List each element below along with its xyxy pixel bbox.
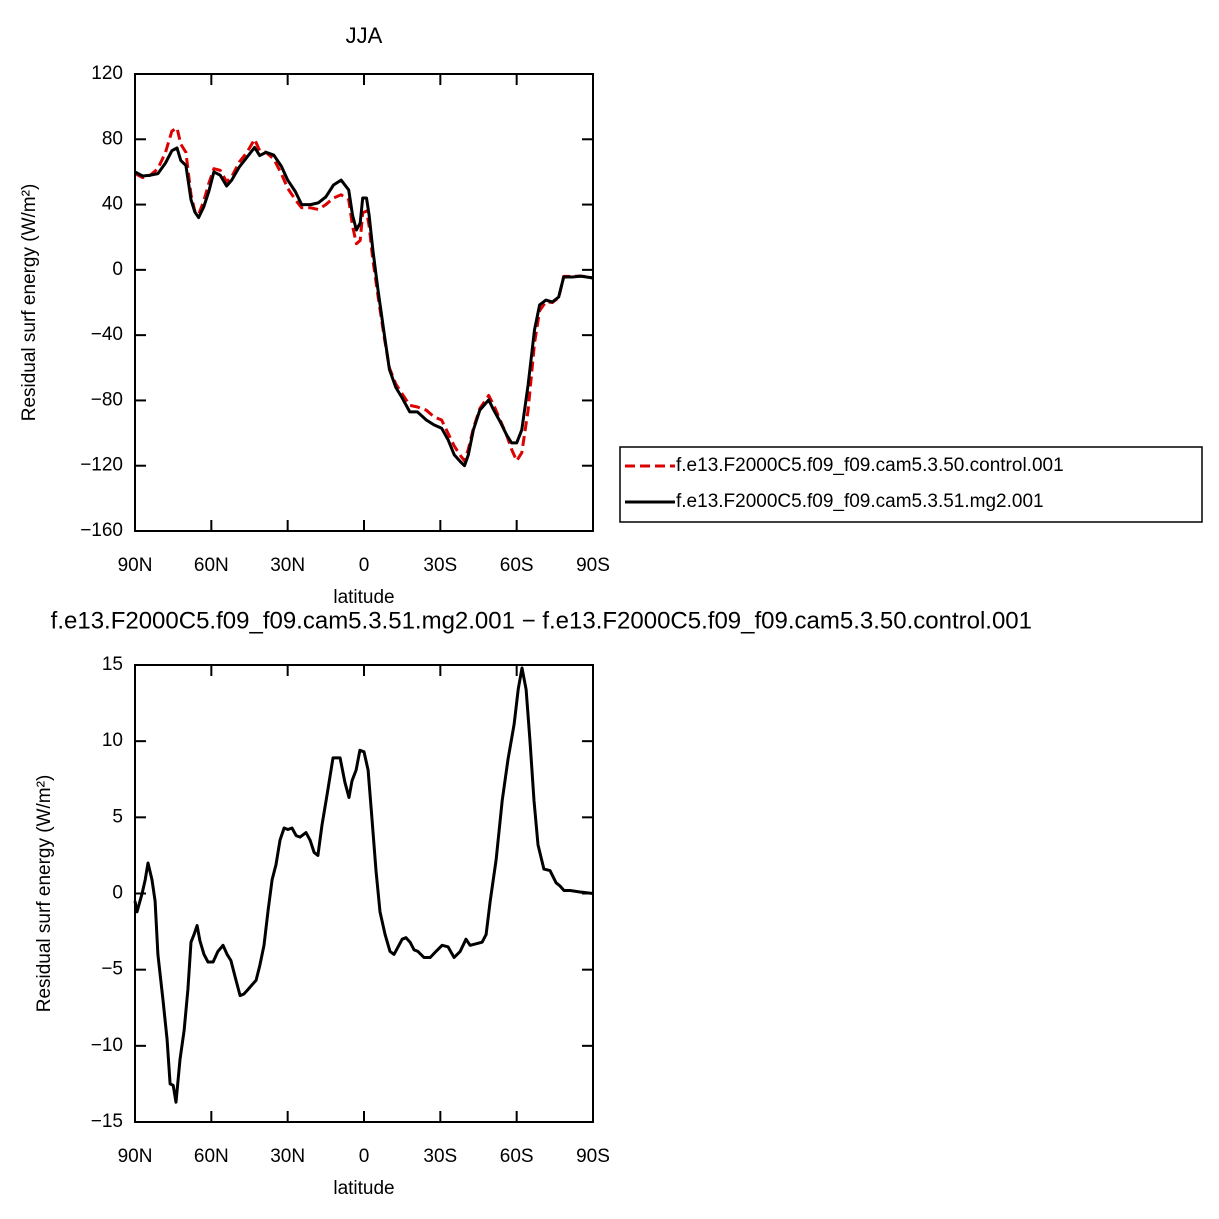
x-axis-label: latitude [333,587,394,608]
y-tick-label: 120 [91,63,123,84]
x-tick-label: 60N [194,555,229,576]
x-tick-label: 60S [500,555,534,576]
data-line [134,145,594,468]
x-tick-label: 60S [500,1146,534,1167]
data-line [133,666,594,1104]
y-tick-label: 80 [102,128,123,149]
y-tick-label: −10 [91,1035,123,1056]
y-tick-label: −160 [80,520,123,541]
y-tick-label: −120 [80,455,123,476]
x-axis-label: latitude [333,1178,394,1199]
legend-box [619,446,1203,523]
data-line [134,126,594,463]
x-tick-label: 90S [576,555,610,576]
plot-frame [134,664,594,1123]
y-tick-label: 0 [112,259,123,280]
y-axis-label: Residual surf energy (W/m²) [34,775,55,1013]
x-tick-label: 30N [270,555,305,576]
x-tick-label: 30N [270,1146,305,1167]
y-tick-label: −5 [101,959,123,980]
chart-title: f.e13.F2000C5.f09_f09.cam5.3.51.mg2.001 … [51,607,1032,634]
plot-frame [134,73,594,532]
x-tick-label: 0 [359,555,370,576]
x-tick-label: 90N [118,555,153,576]
chart-title: JJA [346,23,383,48]
y-tick-label: 10 [102,730,123,751]
x-tick-label: 30S [423,555,457,576]
y-tick-label: 5 [112,806,123,827]
x-tick-label: 90S [576,1146,610,1167]
y-tick-label: −40 [91,324,123,345]
x-tick-label: 90N [118,1146,153,1167]
legend-label: f.e13.F2000C5.f09_f09.cam5.3.51.mg2.001 [676,491,1044,512]
y-tick-label: −80 [91,389,123,410]
y-axis-label: Residual surf energy (W/m²) [19,184,40,422]
x-tick-label: 0 [359,1146,370,1167]
y-tick-label: 15 [102,654,123,675]
y-tick-label: −15 [91,1111,123,1132]
y-tick-label: 40 [102,194,123,215]
x-tick-label: 60N [194,1146,229,1167]
legend-label: f.e13.F2000C5.f09_f09.cam5.3.50.control.… [676,455,1064,476]
x-tick-label: 30S [423,1146,457,1167]
y-tick-label: 0 [112,883,123,904]
